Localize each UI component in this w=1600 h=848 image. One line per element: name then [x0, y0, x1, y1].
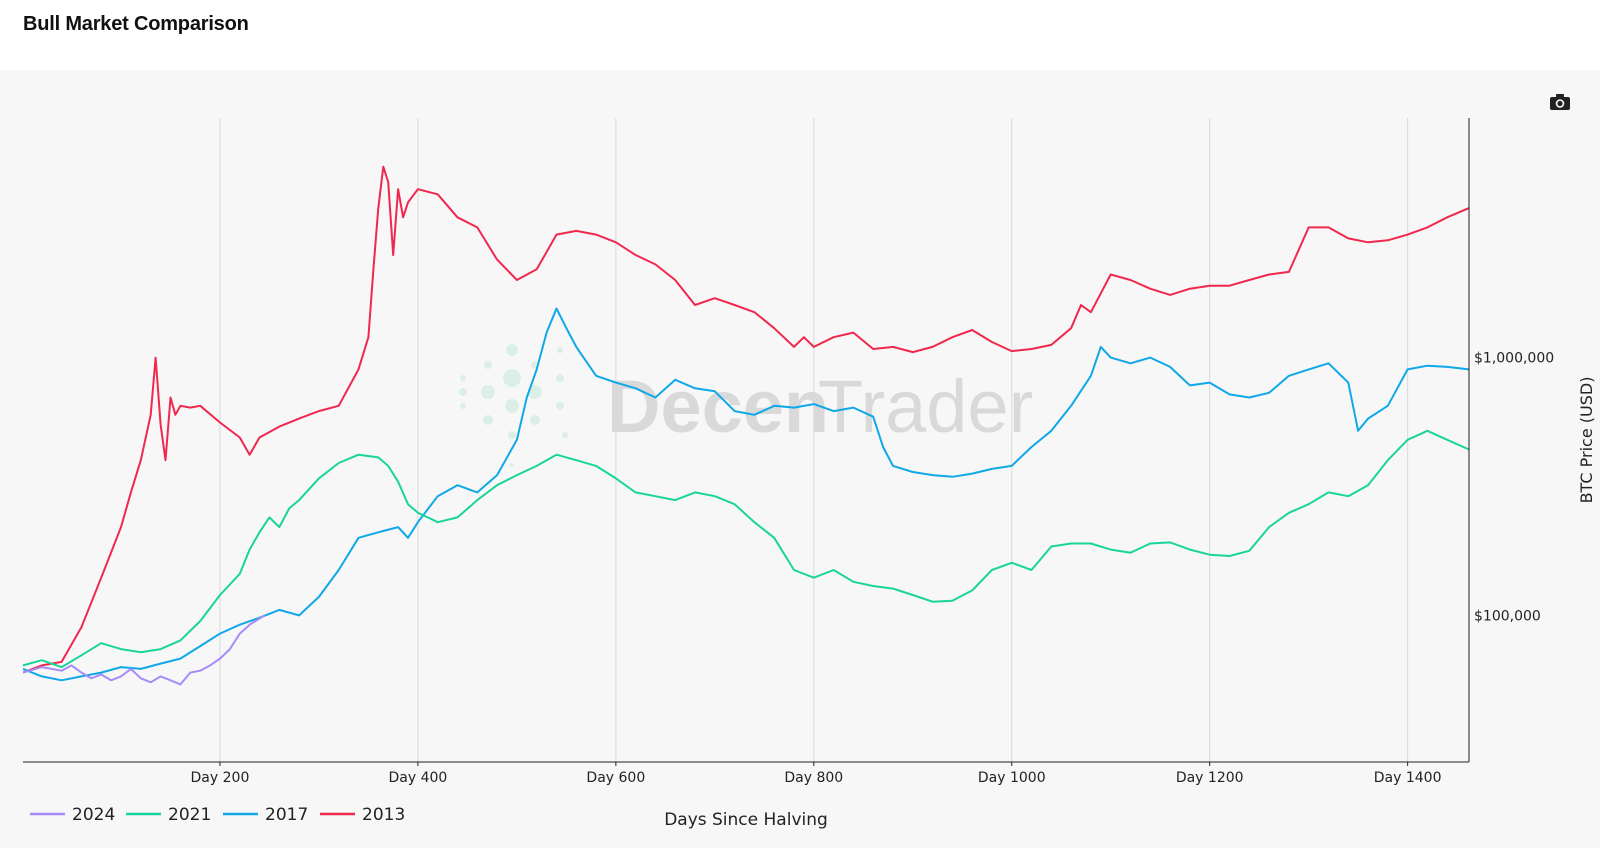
watermark-dot	[483, 415, 493, 425]
legend-label: 2021	[168, 805, 211, 825]
x-tick-label: Day 1000	[978, 770, 1046, 786]
watermark-dot	[557, 347, 563, 353]
y-axis-title: BTC Price (USD)	[1577, 377, 1596, 504]
camera-icon-glyph	[1550, 94, 1570, 110]
watermark-dot	[528, 385, 542, 399]
watermark-dot	[481, 385, 495, 399]
legend-item-2013[interactable]: 2013	[320, 805, 405, 825]
series-line-2024	[22, 614, 266, 686]
legend-item-2021[interactable]: 2021	[126, 805, 211, 825]
watermark-dot	[503, 369, 521, 387]
watermark-dot	[459, 388, 467, 396]
x-tick-label: Day 600	[586, 770, 645, 786]
watermark-dot	[562, 432, 568, 438]
watermark-dot	[510, 463, 514, 467]
watermark-dot	[556, 374, 564, 382]
camera-icon[interactable]	[1549, 93, 1571, 111]
series-line-2013	[22, 165, 1470, 674]
watermark-dot	[460, 403, 466, 409]
series-line-2021	[22, 429, 1470, 669]
watermark-dot	[484, 361, 492, 369]
legend-item-2024[interactable]: 2024	[30, 805, 115, 825]
chart-panel: Decen Trader Day 200 Day 400 Day 600 Day 800 D…	[0, 70, 1600, 848]
header-bar: Bull Market Comparison	[0, 0, 1600, 70]
x-axis-title: Days Since Halving	[664, 810, 828, 830]
page-title: Bull Market Comparison	[23, 13, 249, 35]
legend-item-2017[interactable]: 2017	[223, 805, 308, 825]
watermark-dot	[505, 399, 519, 413]
watermark-dot	[530, 415, 540, 425]
x-tick-label: Day 800	[784, 770, 843, 786]
watermark-dot	[506, 344, 518, 356]
legend-label: 2013	[362, 805, 405, 825]
x-tick-label: Day 200	[191, 770, 250, 786]
y-tick-label: $1,000,000	[1474, 351, 1554, 367]
x-tick-label: Day 1400	[1374, 770, 1442, 786]
watermark-dot	[508, 431, 516, 439]
x-tick-label: Day 1200	[1176, 770, 1244, 786]
y-tick-label: $100,000	[1474, 608, 1541, 624]
watermark-dot	[556, 402, 564, 410]
x-tick-label: Day 400	[388, 770, 447, 786]
legend-label: 2017	[265, 805, 308, 825]
watermark-dot	[460, 375, 466, 381]
watermark-text-trader: Trader	[818, 365, 1033, 448]
legend-label: 2024	[72, 805, 115, 825]
series-line-2017	[22, 307, 1470, 682]
